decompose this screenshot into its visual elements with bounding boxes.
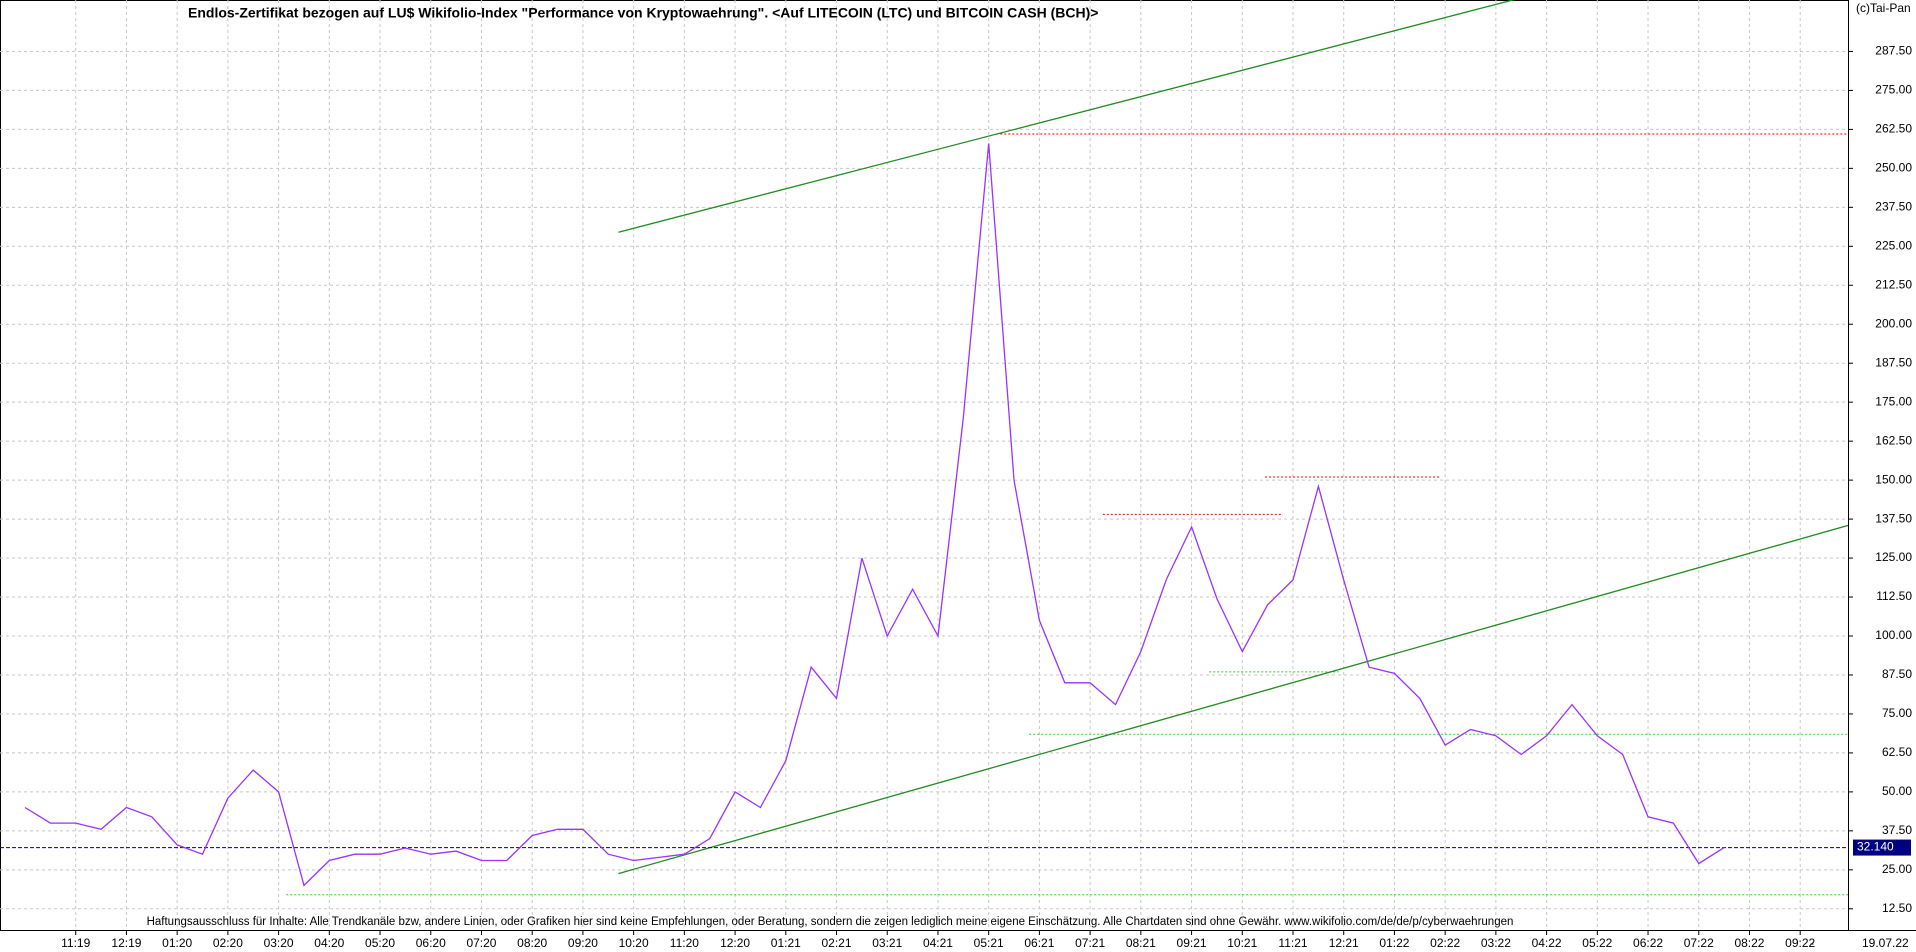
y-tick-label: 100.00 [1875,628,1912,642]
x-tick-label: 10:20 [619,936,649,950]
grid [0,0,1848,930]
axis-corner: - [1810,936,1814,950]
x-tick-label: 04:22 [1532,936,1562,950]
x-tick-label: 05:20 [365,936,395,950]
x-tick-label: 11:20 [670,936,699,950]
x-tick-label: 08:22 [1734,936,1764,950]
x-tick-label: 02:22 [1430,936,1460,950]
x-tick-label: 09:22 [1785,936,1815,950]
y-tick-label: 50.00 [1882,784,1912,798]
x-tick-label: 02:21 [822,936,852,950]
trend-line [618,0,1516,233]
x-tick-label: 12:19 [111,936,141,950]
x-tick-label: 07:20 [466,936,496,950]
x-tick-label: 06:22 [1633,936,1663,950]
x-tick-label: 09:21 [1177,936,1207,950]
x-tick-label: 12:21 [1329,936,1359,950]
y-tick-label: 200.00 [1875,316,1912,330]
x-tick-label: 10:21 [1227,936,1257,950]
y-tick-label: 75.00 [1882,706,1912,720]
y-tick-label: 112.50 [1876,589,1912,603]
y-tick-label: 162.50 [1875,433,1912,447]
x-end-label: 19.07.22 [1862,936,1909,950]
y-tick-label: 125.00 [1875,550,1912,564]
x-tick-label: 01:21 [771,936,801,950]
x-tick-label: 06:21 [1024,936,1054,950]
x-tick-label: 05:22 [1582,936,1612,950]
y-tick-label: 137.50 [1875,511,1912,525]
copyright: (c)Tai-Pan [1856,1,1911,15]
x-tick-label: 03:21 [872,936,902,950]
x-tick-label: 01:22 [1379,936,1409,950]
y-tick-label: 187.50 [1875,355,1912,369]
x-tick-label: 11:21 [1278,936,1307,950]
y-tick-label: 275.00 [1875,83,1912,97]
x-tick-label: 05:21 [974,936,1004,950]
y-tick-label: 225.00 [1875,238,1912,252]
y-tick-label: 175.00 [1875,394,1912,408]
trend-line [618,524,1848,875]
x-tick-label: 08:20 [517,936,547,950]
x-tick-label: 04:20 [314,936,344,950]
y-tick-label: 250.00 [1875,161,1912,175]
y-tick-label: 212.50 [1875,277,1912,291]
x-tick-label: 12:20 [720,936,750,950]
x-tick-label: 08:21 [1126,936,1156,950]
price-line [24,143,1725,887]
y-tick-label: 37.50 [1882,823,1912,837]
y-tick-label: 12.50 [1882,901,1912,915]
last-price-box [1853,839,1911,856]
y-tick-label: 287.50 [1875,44,1912,58]
x-tick-label: 06:20 [416,936,446,950]
y-tick-label: 87.50 [1882,667,1912,681]
last-price-label: 32.140 [1857,840,1894,854]
y-tick-label: 262.50 [1875,122,1912,136]
x-tick-label: 03:22 [1481,936,1511,950]
x-tick-label: 03:20 [264,936,294,950]
x-tick-label: 02:20 [213,936,243,950]
x-tick-label: 11:19 [61,936,90,950]
y-tick-label: 237.50 [1875,199,1912,213]
y-tick-label: 25.00 [1882,862,1912,876]
x-tick-label: 07:22 [1684,936,1714,950]
y-tick-label: 150.00 [1875,472,1912,486]
plot-area [0,0,1848,896]
x-tick-label: 04:21 [923,936,953,950]
x-tick-label: 07:21 [1075,936,1105,950]
disclaimer: Haftungsausschluss für Inhalte: Alle Tre… [147,916,1514,928]
x-tick-label: 09:20 [568,936,598,950]
x-tick-label: 01:20 [162,936,192,950]
y-tick-label: 62.50 [1882,745,1912,759]
chart-title: Endlos-Zertifikat bezogen auf LU$ Wikifo… [188,5,1098,21]
